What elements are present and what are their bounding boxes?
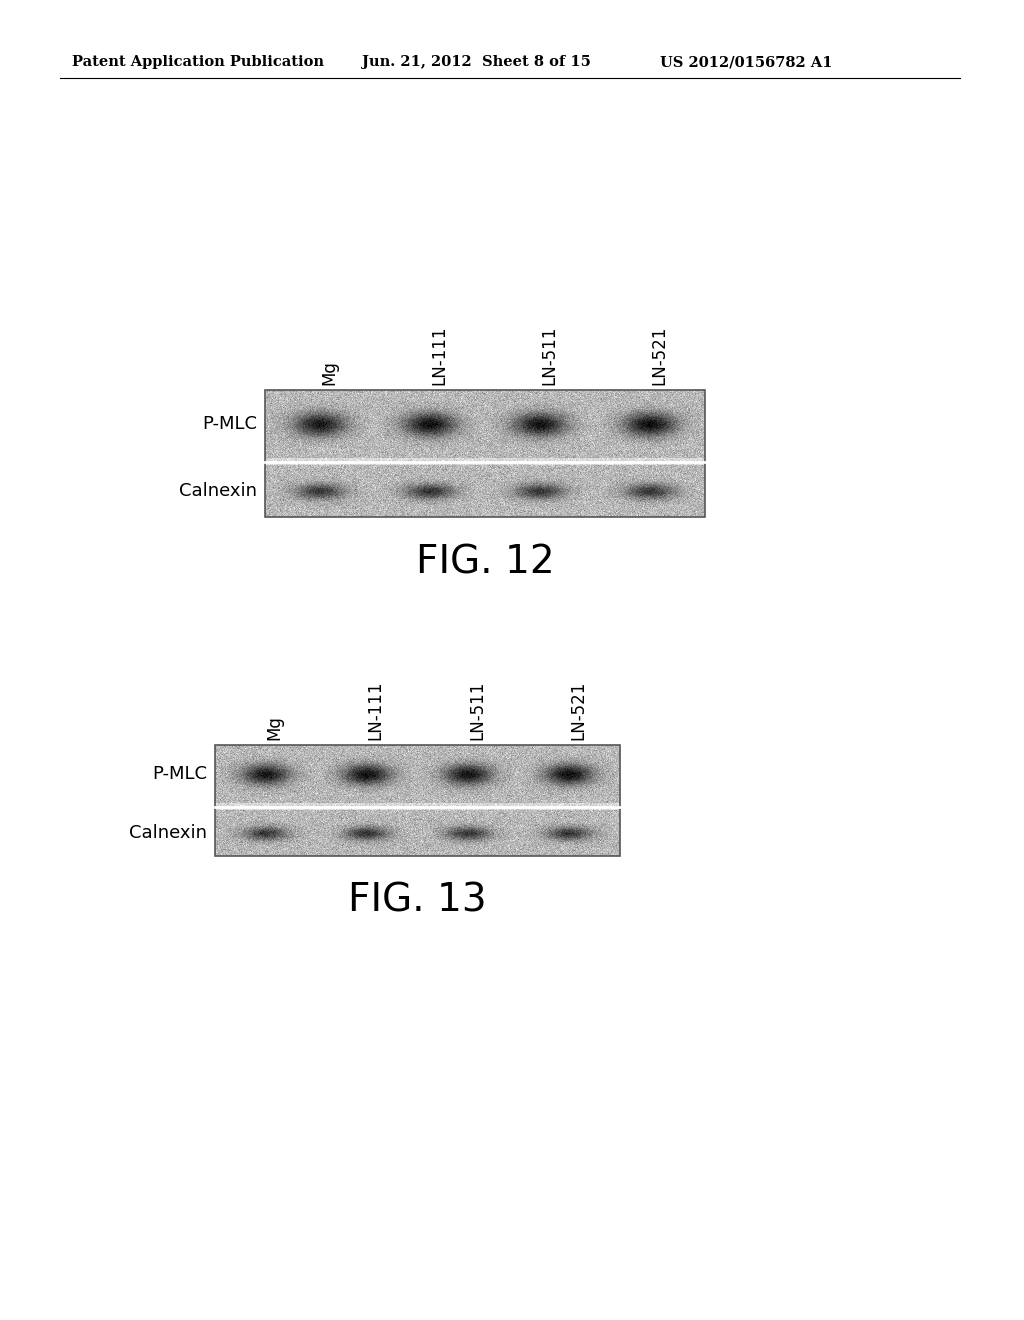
Text: Mg: Mg bbox=[265, 715, 284, 741]
Text: FIG. 12: FIG. 12 bbox=[416, 543, 554, 581]
Text: US 2012/0156782 A1: US 2012/0156782 A1 bbox=[660, 55, 833, 69]
Text: FIG. 13: FIG. 13 bbox=[348, 882, 486, 920]
Text: P-MLC: P-MLC bbox=[202, 414, 257, 433]
Bar bbox=[215, 744, 620, 855]
Text: LN-521: LN-521 bbox=[569, 681, 588, 741]
Text: LN-111: LN-111 bbox=[367, 681, 385, 741]
Text: Calnexin: Calnexin bbox=[179, 482, 257, 500]
Text: Patent Application Publication: Patent Application Publication bbox=[72, 55, 324, 69]
Text: P-MLC: P-MLC bbox=[152, 766, 207, 783]
Text: LN-511: LN-511 bbox=[468, 681, 486, 741]
Text: LN-521: LN-521 bbox=[650, 326, 668, 385]
Text: Mg: Mg bbox=[319, 360, 338, 385]
Text: Calnexin: Calnexin bbox=[129, 824, 207, 842]
Text: LN-111: LN-111 bbox=[430, 326, 449, 385]
Text: Jun. 21, 2012  Sheet 8 of 15: Jun. 21, 2012 Sheet 8 of 15 bbox=[362, 55, 591, 69]
Text: LN-511: LN-511 bbox=[540, 326, 558, 385]
Bar bbox=[265, 389, 705, 517]
